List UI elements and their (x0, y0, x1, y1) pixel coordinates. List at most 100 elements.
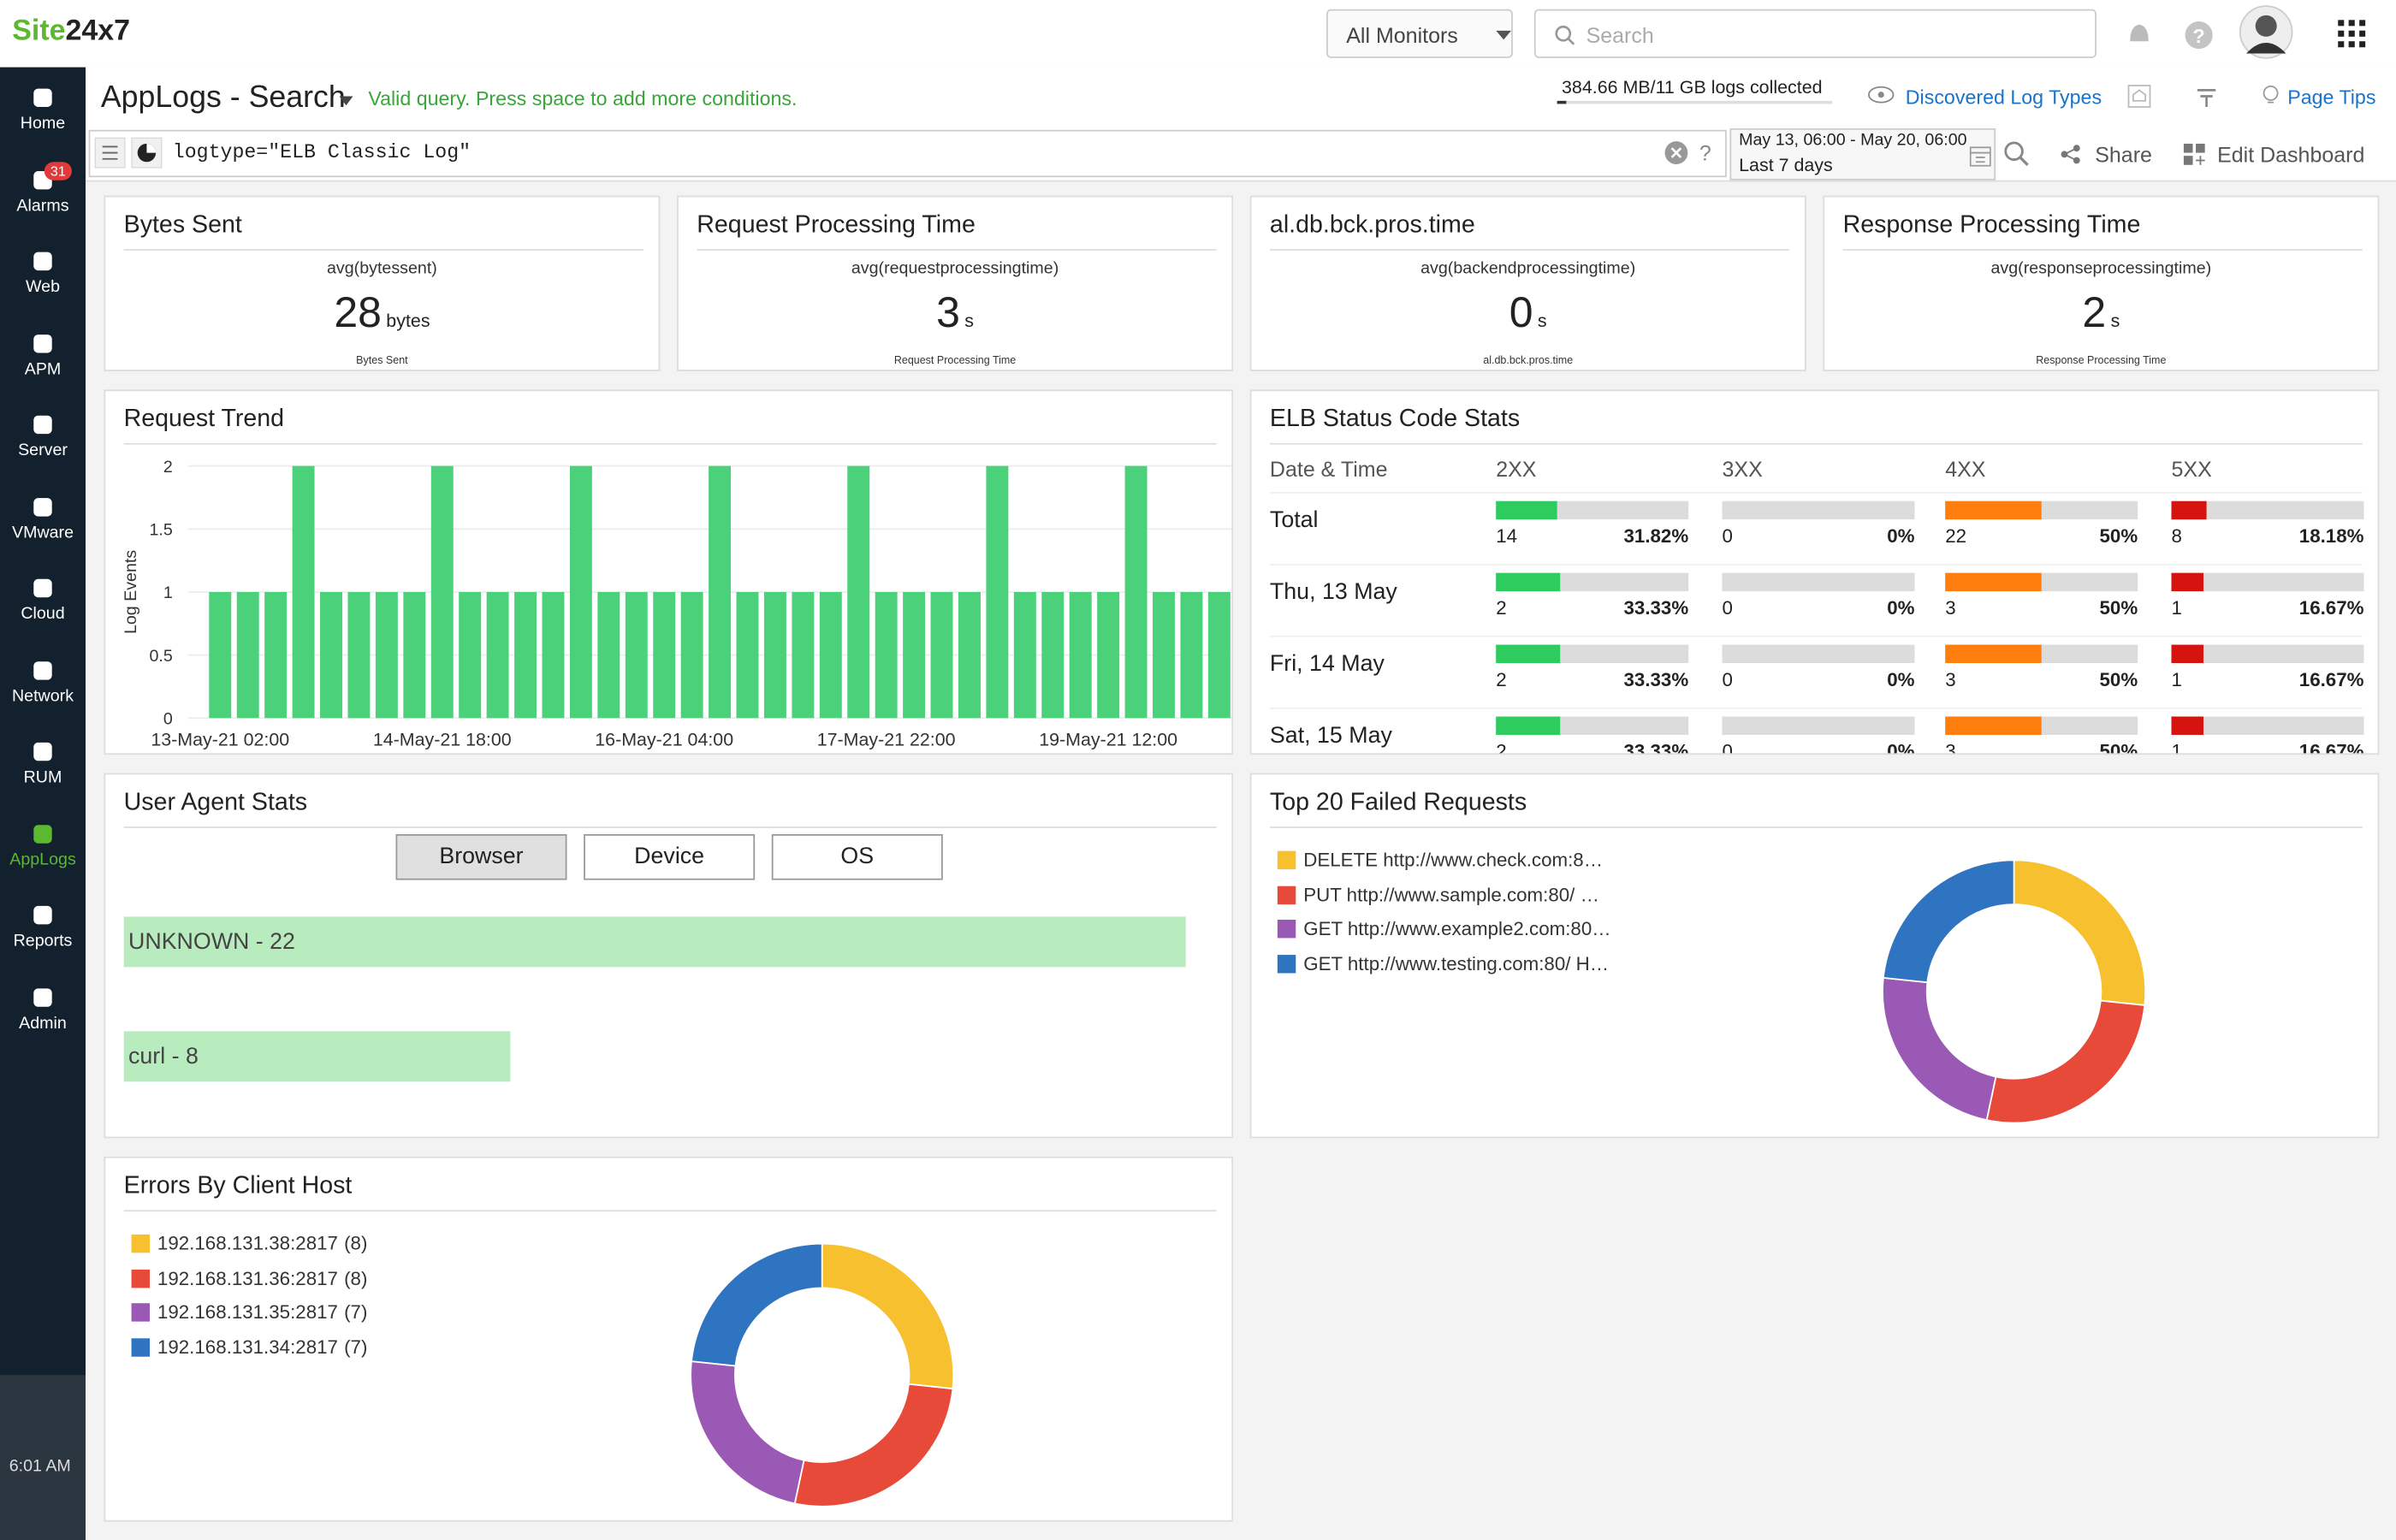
discovered-log-types-link[interactable]: Discovered Log Types (1905, 85, 2102, 109)
run-search-icon[interactable] (2003, 140, 2029, 166)
monitor-select[interactable]: All Monitors (1326, 9, 1513, 58)
percent-track (1722, 716, 1915, 735)
widget-title: Bytes Sent (123, 212, 242, 239)
nav-item[interactable]: Reports (0, 891, 86, 964)
nav-label: Web (25, 277, 61, 297)
column-header: Date & Time (1269, 456, 1388, 482)
avatar[interactable] (2239, 4, 2293, 59)
kpi-metric: avg(bytessent) (327, 259, 437, 278)
query-text[interactable]: logtype="ELB Classic Log" (172, 140, 471, 164)
title-rule (123, 442, 1217, 445)
settings-icon[interactable] (2194, 84, 2219, 109)
chart-view-icon[interactable] (131, 137, 163, 169)
bar (430, 465, 454, 719)
percent-bar (1945, 716, 2042, 735)
bar (320, 591, 342, 719)
query-input[interactable] (88, 129, 1727, 178)
nav-icon-shape (33, 660, 52, 679)
legend-swatch (1277, 885, 1296, 904)
svg-text:?: ? (2193, 25, 2205, 47)
dropdown-arrow (1496, 30, 1512, 40)
nav-item[interactable]: RUM (0, 727, 86, 801)
nav-label: RUM (23, 768, 62, 787)
tab-button[interactable]: Device (584, 833, 756, 880)
legend-entry[interactable]: GET http://www.testing.com:80/ H… (1303, 952, 1609, 974)
status-count: 22 (1945, 525, 1967, 548)
bar (819, 591, 842, 719)
percent-track (2171, 500, 2364, 520)
legend-entry[interactable]: 192.168.131.34:2817 (7) (157, 1336, 367, 1358)
percent-bar (2171, 644, 2203, 663)
clear-query-icon[interactable] (1664, 140, 1689, 165)
legend-entry[interactable]: 192.168.131.36:2817 (8) (157, 1267, 367, 1288)
edit-dashboard-button[interactable]: Edit Dashboard (2217, 142, 2365, 167)
monitor-select-text: All Monitors (1346, 22, 1458, 48)
percent-track (2171, 716, 2364, 735)
status-percent: 16.67% (2298, 597, 2364, 619)
legend-label: GET http://www.testing.com:80/ H… (1303, 952, 1610, 974)
legend-swatch (131, 1337, 150, 1356)
global-search[interactable]: Search (1533, 9, 2096, 58)
toolbar (85, 67, 2396, 130)
tab-button[interactable]: OS (771, 833, 943, 880)
row-separator (1269, 563, 2363, 566)
list-view-icon[interactable] (94, 137, 126, 169)
nav-item[interactable]: Home (0, 74, 86, 147)
legend-value: (7) (344, 1336, 368, 1358)
row-label: Sat, 15 May (1269, 722, 1392, 749)
query-help-icon[interactable]: ? (1696, 140, 1714, 165)
legend-value: (8) (344, 1267, 368, 1289)
bar (792, 591, 815, 719)
row-separator (1269, 491, 2363, 494)
nav-item[interactable]: APM (0, 318, 86, 392)
help-icon[interactable]: ? (2184, 20, 2215, 50)
page-title[interactable]: AppLogs - Search (100, 80, 346, 115)
home-dashboard-icon[interactable] (2127, 84, 2152, 109)
nav-item[interactable]: Server (0, 400, 86, 474)
legend-entry[interactable]: 192.168.131.35:2817 (7) (157, 1301, 367, 1323)
legend-label: DELETE http://www.check.com:8… (1303, 849, 1604, 871)
legend-entry[interactable]: 192.168.131.38:2817 (8) (157, 1233, 367, 1254)
bar (1124, 465, 1148, 719)
status-percent: 0% (1887, 525, 1915, 548)
page-tips-link[interactable]: Page Tips (2287, 85, 2376, 109)
nav-item[interactable]: Web (0, 237, 86, 311)
logo-number: 24x7 (65, 15, 131, 48)
percent-bar (1496, 716, 1561, 735)
nav-item[interactable]: VMware (0, 482, 86, 555)
tab-button[interactable]: Browser (395, 833, 567, 880)
date-picker[interactable]: May 13, 06:00 - May 20, 06:00 Last 7 day… (1729, 127, 1996, 181)
bar (1153, 591, 1175, 719)
edit-dashboard-icon (2183, 143, 2205, 165)
nav-item[interactable]: Cloud (0, 564, 86, 637)
legend-value: (8) (344, 1233, 368, 1255)
donut-chart (1882, 859, 2146, 1124)
logo[interactable]: Site24x7 (12, 15, 130, 49)
share-button[interactable]: Share (2095, 142, 2152, 167)
title-dropdown[interactable] (339, 96, 353, 106)
widget-title: Response Processing Time (1842, 212, 2141, 239)
status-count: 3 (1945, 741, 1956, 755)
nav-item[interactable]: Admin (0, 973, 86, 1046)
status-count: 0 (1722, 741, 1733, 755)
nav-item[interactable]: Network (0, 645, 86, 719)
nav-item[interactable]: AppLogs (0, 809, 86, 883)
percent-track (1722, 500, 1915, 520)
legend-entry[interactable]: GET http://www.example2.com:80… (1303, 918, 1610, 939)
legend-entry[interactable]: PUT http://www.sample.com:80/ … (1303, 884, 1599, 905)
kpi-widget: Bytes Sent avg(bytessent) 28 bytes Bytes Sen… (104, 195, 661, 371)
legend-entry[interactable]: DELETE http://www.check.com:8… (1303, 850, 1603, 871)
column-header: 3XX (1722, 456, 1763, 482)
kpi-widget: al.db.bck.pros.time avg(backendprocessing… (1249, 195, 1806, 371)
nav-label: AppLogs (9, 850, 76, 869)
notification-icon[interactable] (2124, 18, 2155, 49)
status-count: 2 (1496, 741, 1507, 755)
tips-icon (2263, 85, 2279, 104)
agent-label: curl - 8 (128, 1043, 199, 1069)
nav-item[interactable]: Alarms 31 (0, 155, 86, 228)
nav-icon-shape (33, 742, 52, 761)
apps-grid-icon[interactable] (2338, 20, 2366, 48)
status-percent: 16.67% (2298, 741, 2364, 755)
